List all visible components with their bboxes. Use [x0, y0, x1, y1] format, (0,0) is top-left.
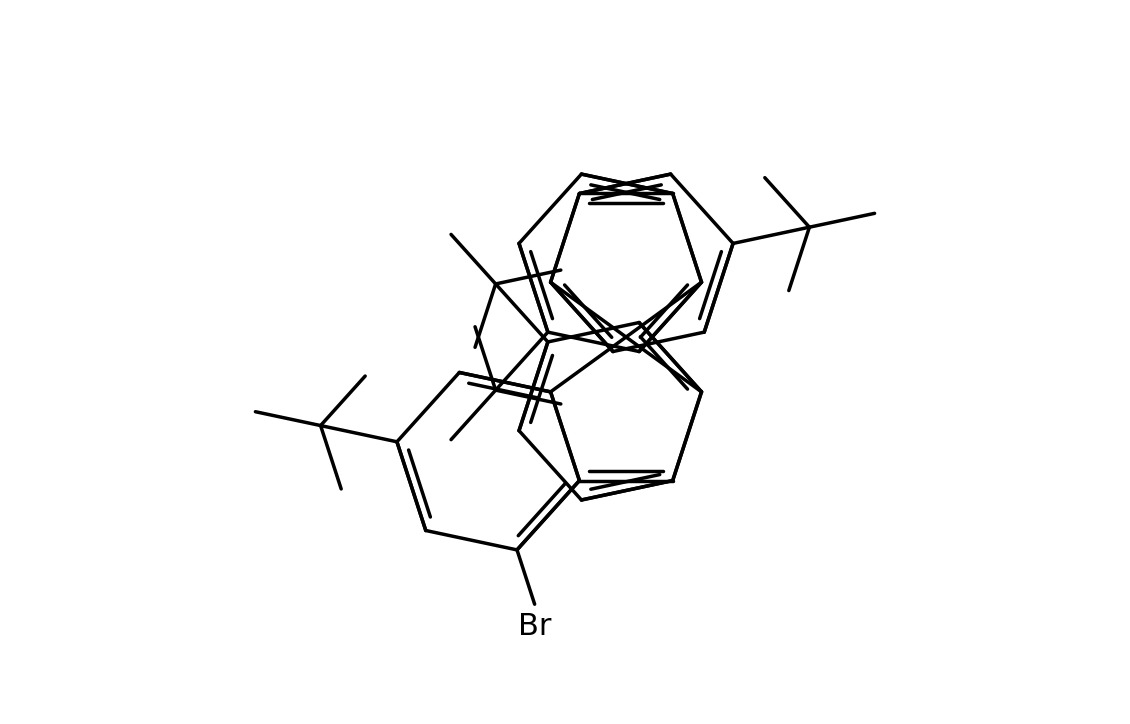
Text: Br: Br — [518, 612, 551, 641]
